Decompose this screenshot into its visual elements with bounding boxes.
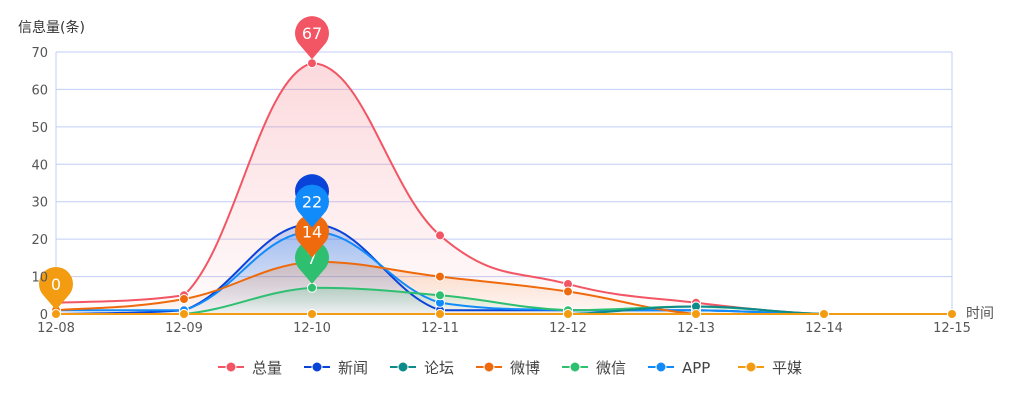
legend-marker-icon [655, 361, 667, 373]
legend-item-平媒[interactable]: 平媒 [738, 359, 802, 377]
x-tick-label: 12-14 [805, 321, 843, 336]
legend-label: 新闻 [338, 359, 368, 377]
legend-item-微博[interactable]: 微博 [476, 359, 540, 377]
y-tick-label: 10 [31, 271, 48, 286]
data-point[interactable] [435, 271, 445, 282]
legend-label: APP [682, 359, 710, 377]
data-point[interactable] [819, 309, 829, 319]
legend-label: 微博 [510, 359, 540, 377]
data-point[interactable] [435, 290, 445, 301]
data-point[interactable] [435, 230, 445, 241]
y-tick-label: 60 [31, 83, 48, 98]
data-point[interactable] [691, 309, 701, 319]
pin-label: 22 [302, 193, 322, 212]
data-point[interactable] [307, 309, 317, 319]
legend-item-论坛[interactable]: 论坛 [390, 359, 454, 377]
y-tick-label: 70 [31, 46, 48, 61]
y-tick-label: 0 [40, 308, 48, 323]
legend-marker-icon [397, 361, 409, 373]
legend-label: 平媒 [772, 359, 802, 377]
x-axis-title: 时间 [966, 306, 994, 322]
legend-marker-icon [311, 361, 323, 373]
data-point[interactable] [435, 309, 445, 319]
data-point[interactable] [563, 286, 573, 297]
x-tick-label: 12-11 [421, 321, 459, 336]
legend-item-新闻[interactable]: 新闻 [304, 359, 368, 377]
data-point[interactable] [947, 309, 957, 319]
x-tick-label: 12-13 [677, 321, 715, 336]
x-tick-label: 12-08 [37, 321, 75, 336]
series-area-微信 [56, 287, 952, 314]
max-value-pin: 14 [295, 214, 329, 258]
data-point[interactable] [563, 309, 573, 319]
data-point[interactable] [179, 294, 189, 305]
data-point[interactable] [307, 282, 317, 293]
pin-label: 67 [302, 24, 322, 43]
pin-label: 0 [51, 275, 61, 294]
y-tick-label: 20 [31, 233, 48, 248]
legend-label: 微信 [596, 359, 626, 377]
x-tick-label: 12-09 [165, 321, 203, 336]
max-value-pin: 67 [295, 16, 329, 60]
legend-marker-icon [569, 361, 581, 373]
x-tick-label: 12-15 [933, 321, 971, 336]
max-value-pin: 7 [295, 240, 329, 284]
legend-marker-icon [225, 361, 237, 373]
data-point[interactable] [307, 58, 317, 69]
legend-item-总量[interactable]: 总量 [218, 359, 282, 377]
pin-label: 7 [307, 249, 317, 268]
pin-label: 14 [302, 223, 322, 242]
legend-label: 论坛 [424, 359, 454, 377]
data-point[interactable] [51, 309, 61, 319]
y-tick-label: 40 [31, 158, 48, 173]
legend-marker-icon [483, 361, 495, 373]
x-tick-label: 12-10 [293, 321, 331, 336]
x-tick-label: 12-12 [549, 321, 587, 336]
legend-marker-icon [745, 361, 757, 373]
y-tick-label: 50 [31, 121, 48, 136]
y-tick-label: 30 [31, 196, 48, 211]
legend-item-APP[interactable]: APP [648, 359, 710, 377]
legend-label: 总量 [252, 359, 282, 377]
max-value-pin: 0 [39, 266, 73, 310]
max-value-pin: 22 [295, 184, 329, 228]
y-axis-title: 信息量(条) [18, 19, 85, 36]
data-point[interactable] [179, 309, 189, 319]
legend-item-微信[interactable]: 微信 [562, 359, 626, 377]
